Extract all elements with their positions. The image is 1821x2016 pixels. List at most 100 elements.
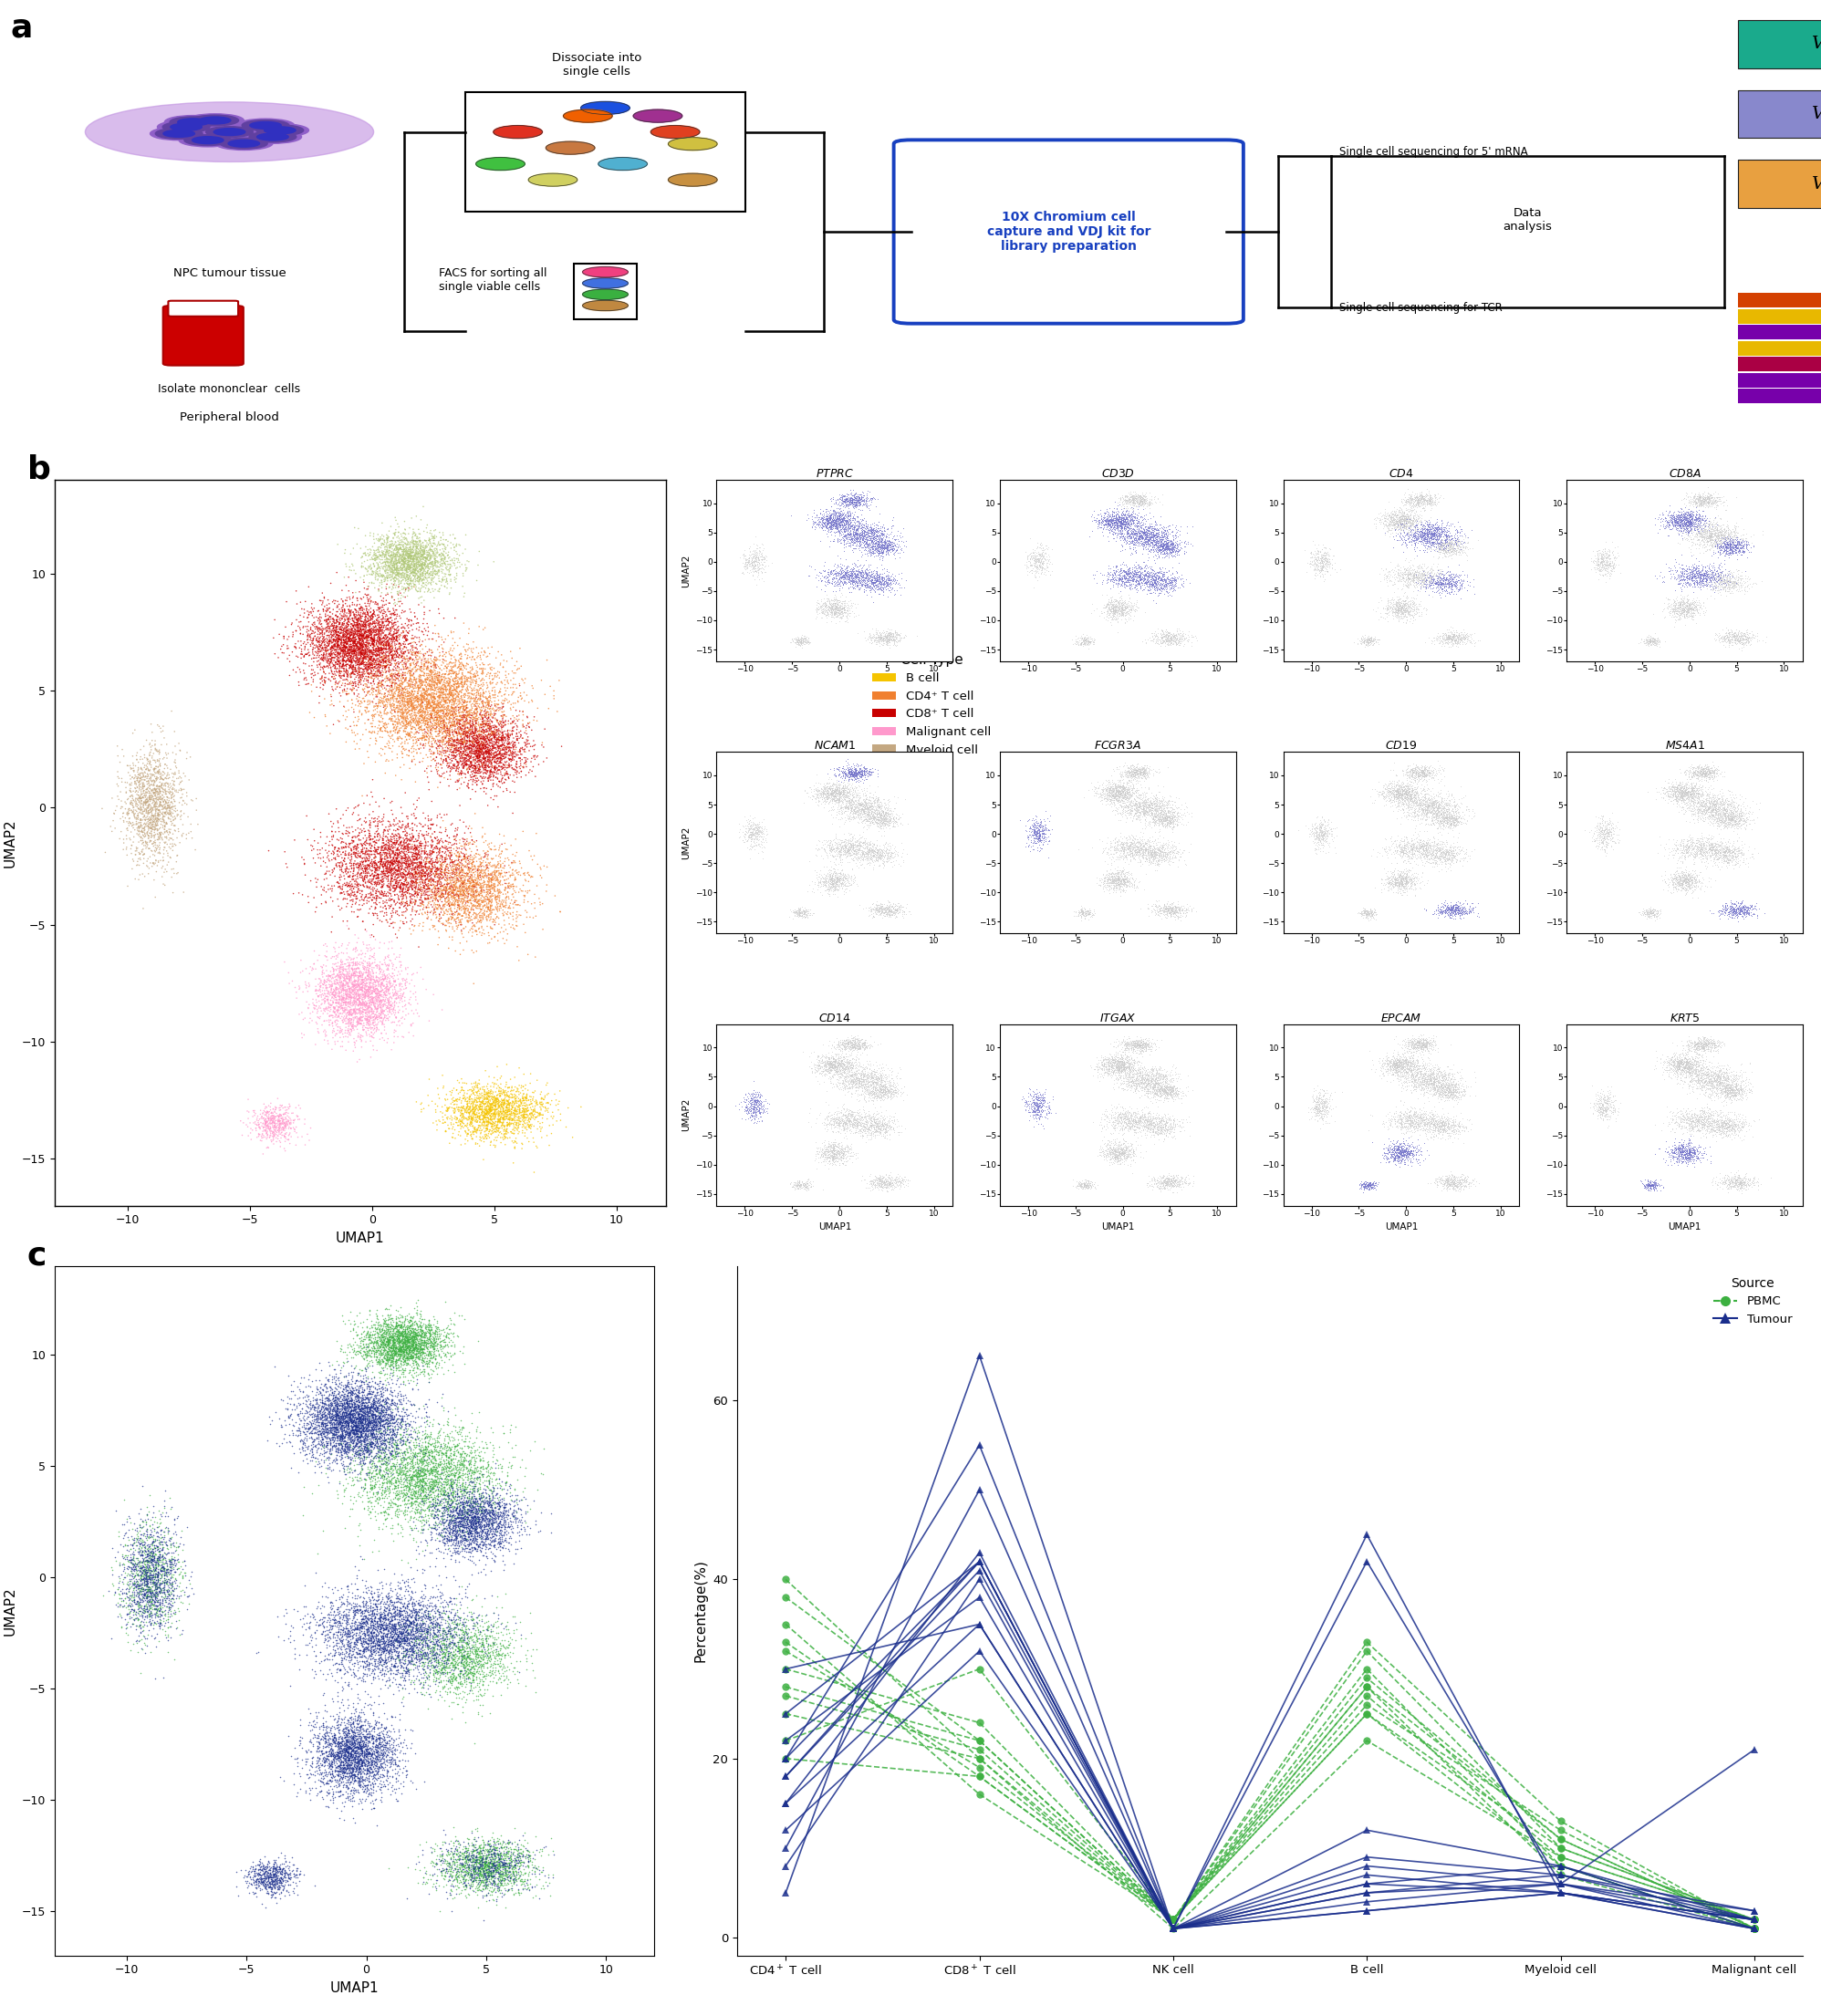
Point (1408, 788, 1437, 821)
Point (1373, 510, 1402, 542)
Point (1695, 1081, 1724, 1113)
Point (133, 776, 162, 808)
Point (388, 857, 417, 889)
Point (814, 869, 843, 901)
Point (412, 1333, 441, 1365)
Point (1109, 1050, 1138, 1083)
Point (317, 1401, 346, 1433)
Point (1100, 1046, 1129, 1079)
Point (843, 1056, 872, 1089)
Point (1355, 895, 1384, 927)
Point (728, 550, 758, 583)
Point (1388, 855, 1417, 887)
Point (355, 609, 384, 641)
Point (1415, 1107, 1444, 1139)
Point (1151, 1077, 1180, 1109)
Point (841, 518, 870, 550)
Point (328, 877, 357, 909)
Point (413, 1089, 443, 1121)
Point (1382, 601, 1411, 633)
Point (337, 1643, 366, 1675)
Point (850, 1052, 880, 1085)
Point (415, 1831, 444, 1863)
Point (1380, 1052, 1409, 1085)
Point (1409, 833, 1439, 865)
Point (137, 1562, 166, 1595)
Point (1109, 865, 1138, 897)
Point (1096, 506, 1125, 538)
Point (1109, 863, 1138, 895)
Point (1165, 619, 1195, 651)
Point (821, 1054, 850, 1087)
Point (861, 1115, 890, 1147)
Point (382, 1407, 412, 1439)
Point (1726, 1075, 1755, 1107)
Point (1690, 796, 1719, 829)
Point (1120, 502, 1149, 534)
Point (346, 1710, 375, 1742)
Point (1171, 901, 1200, 933)
Point (461, 665, 490, 698)
Point (1069, 623, 1098, 655)
Point (144, 1538, 173, 1570)
Point (437, 1653, 466, 1685)
Point (557, 1121, 586, 1153)
Point (484, 1637, 514, 1669)
Point (126, 1560, 155, 1593)
Point (455, 901, 484, 933)
Point (399, 530, 428, 562)
Point (344, 1661, 373, 1693)
Point (1737, 796, 1766, 829)
Point (1712, 520, 1741, 552)
Point (1104, 778, 1133, 810)
Point (319, 1629, 348, 1661)
Point (350, 980, 379, 1012)
Point (472, 1119, 501, 1151)
Point (382, 617, 412, 649)
Point (428, 631, 457, 663)
Point (324, 984, 353, 1016)
Point (830, 1139, 860, 1171)
Point (371, 548, 401, 581)
Point (260, 1865, 290, 1897)
Point (446, 734, 475, 766)
Point (1134, 486, 1164, 518)
Point (874, 899, 903, 931)
Point (368, 702, 397, 734)
Point (300, 992, 330, 1024)
Point (1111, 506, 1140, 538)
Point (1020, 816, 1049, 849)
Point (832, 1107, 861, 1139)
Point (397, 536, 426, 569)
Point (357, 649, 386, 681)
Point (1690, 1028, 1719, 1060)
Point (137, 1562, 166, 1595)
Point (1592, 1089, 1621, 1121)
Point (455, 708, 484, 740)
Point (375, 639, 404, 671)
Point (1697, 520, 1726, 552)
Point (1404, 518, 1433, 550)
Point (1107, 784, 1136, 816)
Point (426, 1661, 455, 1693)
Point (348, 1574, 377, 1607)
Point (129, 800, 158, 833)
Point (1448, 1111, 1477, 1143)
Point (829, 1115, 858, 1147)
Point (1391, 1137, 1420, 1169)
Point (1162, 895, 1191, 927)
Point (1673, 865, 1703, 897)
Point (333, 581, 362, 613)
Point (131, 1538, 160, 1570)
Point (1169, 895, 1198, 927)
Point (1025, 810, 1054, 843)
Point (1153, 524, 1182, 556)
Point (413, 891, 443, 923)
Point (362, 1405, 392, 1437)
Point (342, 968, 371, 1000)
Point (1120, 756, 1149, 788)
Point (404, 1496, 433, 1528)
Point (459, 875, 488, 907)
Point (330, 974, 359, 1006)
Point (1391, 1054, 1420, 1087)
